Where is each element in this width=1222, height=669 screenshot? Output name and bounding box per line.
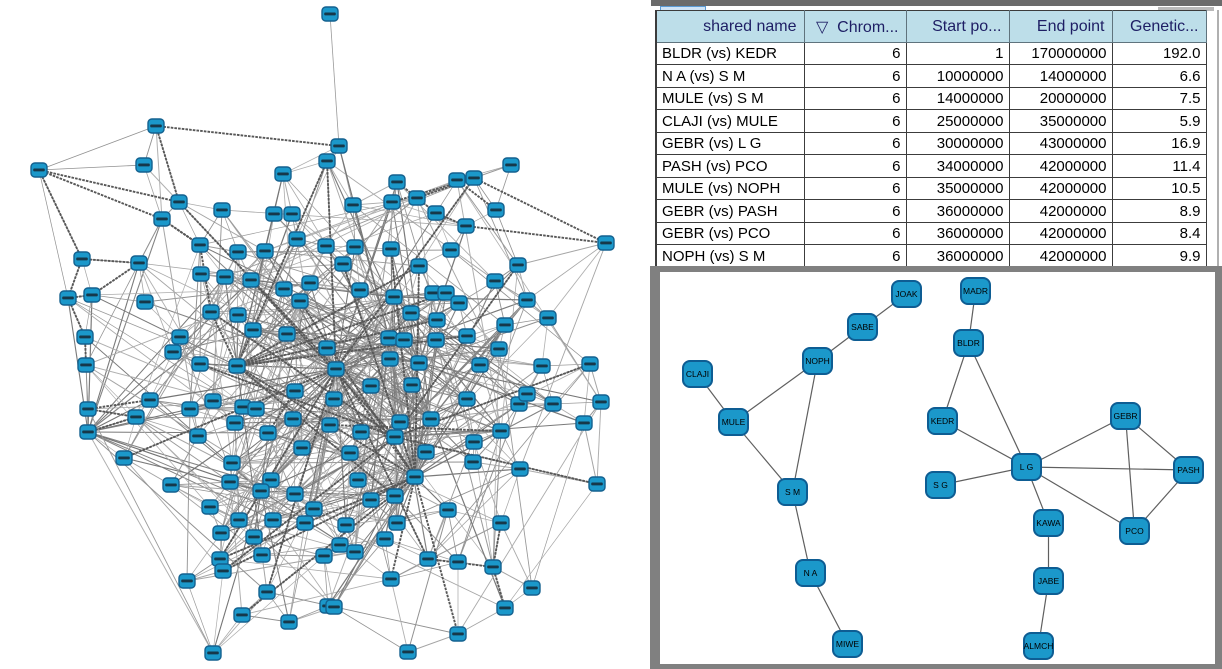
svg-text:GEBR: GEBR: [1113, 411, 1137, 421]
svg-text:JOAK: JOAK: [895, 289, 918, 299]
svg-text:JABE: JABE: [1038, 576, 1060, 586]
svg-text:KAWA: KAWA: [1036, 518, 1061, 528]
svg-text:ALMCH: ALMCH: [1024, 641, 1054, 651]
svg-text:PCO: PCO: [1125, 526, 1144, 536]
svg-text:L G: L G: [1020, 462, 1033, 472]
svg-text:S M: S M: [785, 487, 800, 497]
svg-text:KEDR: KEDR: [931, 416, 955, 426]
svg-text:MIWE: MIWE: [836, 639, 859, 649]
svg-text:SABE: SABE: [851, 322, 874, 332]
svg-text:CLAJI: CLAJI: [686, 369, 709, 379]
svg-text:NOPH: NOPH: [805, 356, 830, 366]
svg-text:S G: S G: [933, 480, 948, 490]
svg-text:MULE: MULE: [722, 417, 746, 427]
svg-text:BLDR: BLDR: [957, 338, 980, 348]
svg-text:PASH: PASH: [1177, 465, 1200, 475]
svg-text:MADR: MADR: [963, 286, 988, 296]
svg-text:N A: N A: [804, 568, 818, 578]
